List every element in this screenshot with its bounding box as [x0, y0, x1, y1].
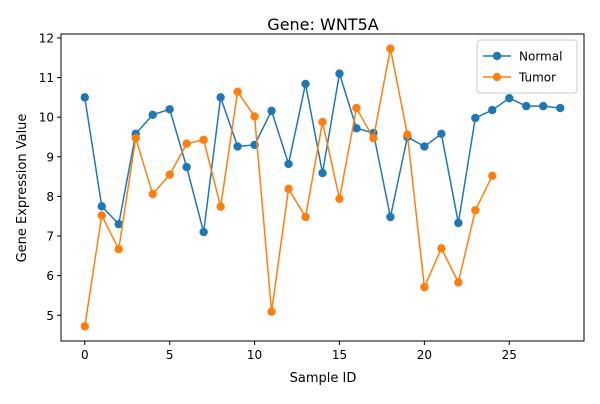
normal-data-point: [267, 106, 276, 116]
normal-data-point: [352, 124, 361, 133]
normal-data-point: [165, 105, 174, 114]
y-tick-label: 10: [39, 111, 54, 125]
tumor-data-point: [352, 103, 361, 113]
normal-data-point: [80, 93, 89, 102]
tumor-data-point: [267, 307, 276, 316]
y-tick-label: 8: [46, 190, 54, 204]
normal-data-point: [420, 142, 429, 151]
legend-box: [476, 39, 578, 94]
normal-data-point: [437, 129, 446, 139]
normal-data-point: [318, 168, 327, 178]
tumor-data-point: [335, 194, 344, 203]
legend: Normal Tumor: [476, 39, 578, 94]
tumor-data-point: [250, 112, 259, 121]
tumor-data-point: [80, 322, 89, 331]
tumor-data-point: [216, 202, 225, 211]
tumor-data-point: [131, 133, 140, 143]
tumor-data-point: [301, 212, 310, 222]
tumor-data-point: [437, 244, 446, 253]
x-tick-label: 20: [417, 348, 432, 362]
x-tick-label: 25: [502, 348, 517, 362]
y-axis-label: Gene Expression Value: [15, 114, 30, 263]
normal-data-point: [335, 69, 344, 78]
y-tick-label: 5: [46, 309, 54, 323]
legend-label-normal: Normal: [519, 50, 562, 64]
normal-data-point: [216, 93, 225, 102]
normal-data-point: [522, 101, 531, 111]
normal-data-point: [386, 212, 395, 222]
tumor-data-point: [369, 133, 378, 143]
tumor-data-point: [165, 170, 174, 179]
series-layer: [80, 44, 565, 331]
normal-data-point: [471, 113, 480, 123]
tumor-data-point: [488, 171, 497, 181]
normal-data-point: [199, 227, 208, 237]
tumor-data-point: [199, 135, 208, 144]
y-tick-label: 11: [39, 71, 54, 85]
normal-series-line: [84, 72, 561, 233]
legend-marker-tumor: [492, 72, 502, 82]
tumor-data-point: [233, 87, 242, 97]
normal-data-point: [454, 218, 463, 228]
normal-data-point: [114, 219, 123, 229]
tumor-data-point: [182, 139, 191, 148]
tumor-data-point: [148, 189, 157, 199]
tumor-data-point: [420, 282, 429, 292]
normal-data-point: [556, 103, 565, 113]
normal-data-point: [148, 110, 157, 120]
legend-marker-normal: [492, 51, 502, 61]
axes: 0 5 10 15 20 25 5 6 7 8 9 10 11 12: [39, 31, 517, 362]
normal-data-point: [284, 159, 293, 169]
tumor-data-point: [403, 130, 412, 139]
tumor-data-point: [114, 244, 123, 254]
y-tick-label: 9: [46, 150, 54, 164]
normal-data-point: [97, 202, 106, 211]
x-tick-label: 0: [81, 348, 89, 362]
x-axis-label: Sample ID: [290, 371, 357, 386]
normal-data-point: [233, 142, 242, 151]
tumor-data-point: [386, 44, 395, 53]
normal-data-point: [182, 162, 191, 172]
y-tick-label: 7: [46, 230, 54, 244]
y-tick-label: 6: [46, 269, 54, 283]
x-tick-label: 10: [247, 348, 262, 362]
tumor-data-point: [97, 211, 106, 220]
normal-data-point: [539, 101, 548, 111]
normal-data-point: [301, 79, 310, 89]
tumor-data-point: [454, 278, 463, 287]
x-tick-label: 15: [332, 348, 347, 362]
x-tick-label: 5: [166, 348, 174, 362]
chart-title: Gene: WNT5A: [267, 15, 378, 34]
y-tick-label: 12: [39, 31, 54, 45]
legend-label-tumor: Tumor: [518, 71, 556, 85]
tumor-data-point: [318, 117, 327, 127]
normal-data-point: [505, 93, 514, 103]
plot-frame: [60, 33, 585, 342]
tumor-data-point: [471, 206, 480, 215]
tumor-data-point: [284, 184, 293, 194]
normal-data-point: [488, 105, 497, 115]
